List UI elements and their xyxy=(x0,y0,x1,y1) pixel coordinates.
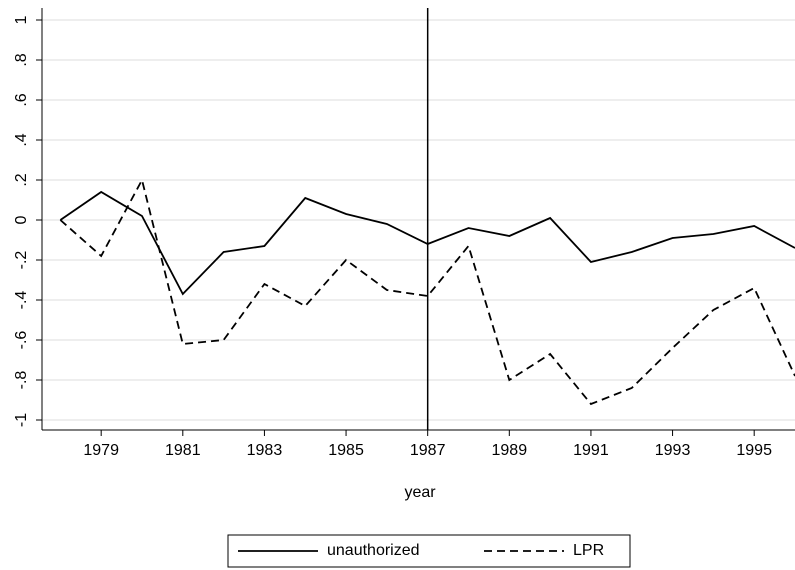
y-tick-label: 1 xyxy=(13,15,30,24)
legend-label: unauthorized xyxy=(327,542,420,559)
x-tick-label: 1995 xyxy=(736,442,772,459)
legend-label: LPR xyxy=(573,542,604,559)
x-tick-label: 1989 xyxy=(492,442,528,459)
y-tick-label: .6 xyxy=(13,93,30,106)
series-line xyxy=(59,190,795,296)
x-tick-label: 1979 xyxy=(83,442,119,459)
x-tick-label: 1985 xyxy=(328,442,364,459)
y-tick-label: 0 xyxy=(13,215,30,224)
y-tick-label: -1 xyxy=(13,413,30,427)
y-tick-label: .8 xyxy=(13,53,30,66)
y-tick-label: .2 xyxy=(13,173,30,186)
y-tick-label: -.6 xyxy=(13,331,30,350)
x-tick-label: 1993 xyxy=(655,442,691,459)
y-tick-label: -.8 xyxy=(13,371,30,390)
y-tick-label: .4 xyxy=(13,133,30,146)
y-tick-label: -.4 xyxy=(13,291,30,310)
x-tick-label: 1981 xyxy=(165,442,201,459)
x-tick-label: 1983 xyxy=(247,442,283,459)
x-tick-label: 1987 xyxy=(410,442,446,459)
x-axis-title: year xyxy=(404,484,436,501)
x-tick-label: 1991 xyxy=(573,442,609,459)
y-tick-label: -.2 xyxy=(13,251,30,270)
